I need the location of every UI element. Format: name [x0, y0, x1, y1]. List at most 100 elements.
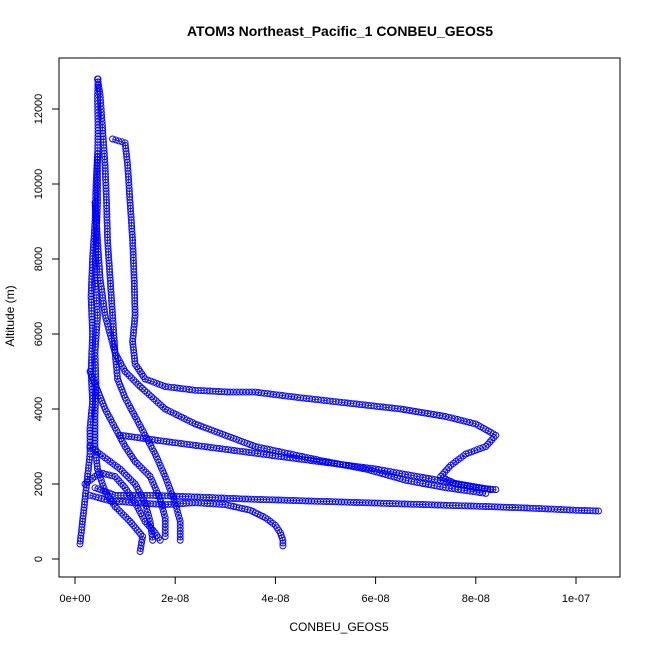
data-point: [128, 374, 135, 382]
x-axis-label: CONBEU_GEOS5: [289, 620, 389, 634]
data-point: [125, 372, 133, 380]
y-tick-label: 0: [33, 556, 45, 562]
data-point: [492, 486, 500, 494]
data-point: [476, 445, 484, 453]
data-point: [156, 495, 164, 503]
series-markers: [76, 150, 101, 548]
x-axis: 0e+00 2e-08 4e-08 6e-08 8e-08 1e-07: [60, 576, 590, 605]
data-point: [123, 370, 131, 378]
data-point: [116, 465, 124, 473]
data-point: [279, 542, 287, 550]
y-tick-label: 2000: [33, 472, 45, 496]
data-point: [111, 473, 119, 480]
data-point: [165, 481, 172, 489]
data-point: [159, 403, 167, 411]
data-point: [130, 376, 138, 384]
data-point: [174, 508, 182, 516]
data-point: [592, 507, 600, 515]
data-point: [109, 135, 117, 143]
y-tick-label: 10000: [33, 169, 45, 200]
series-markers: [94, 75, 184, 544]
data-point: [158, 501, 166, 509]
data-point: [113, 505, 121, 513]
data-point: [138, 464, 146, 472]
data-point: [143, 389, 151, 397]
data-point: [127, 476, 135, 484]
data-point: [157, 498, 165, 506]
y-axis-label: Altitude (m): [3, 285, 17, 346]
data-point: [479, 444, 487, 452]
x-tick-label: 2e-08: [161, 593, 189, 605]
data-point: [138, 536, 146, 543]
data-point: [166, 484, 174, 492]
data-point: [145, 511, 152, 519]
data-point: [115, 507, 123, 515]
data-point: [486, 438, 494, 446]
data-point: [118, 509, 125, 517]
series-line: [94, 202, 486, 494]
y-tick-label: 6000: [33, 322, 45, 346]
data-point: [125, 474, 133, 482]
data-point: [148, 393, 155, 401]
data-point: [124, 515, 132, 523]
series-line: [112, 138, 497, 491]
y-tick-label: 8000: [33, 247, 45, 271]
data-point: [595, 507, 602, 515]
data-point: [137, 530, 145, 538]
data-point: [479, 489, 487, 497]
data-point: [161, 473, 169, 480]
data-point: [135, 528, 143, 536]
data-point: [148, 533, 156, 541]
data-point: [93, 153, 101, 161]
data-point: [118, 138, 126, 146]
data-point: [128, 520, 136, 528]
data-point: [157, 401, 165, 409]
data-point: [487, 486, 495, 494]
data-point: [133, 526, 141, 534]
data-point: [145, 514, 153, 522]
data-point: [150, 395, 158, 403]
data-point: [136, 383, 144, 390]
data-point: [120, 511, 128, 519]
data-point: [132, 524, 139, 532]
data-point: [108, 472, 116, 480]
data-point: [162, 475, 170, 483]
data-point: [443, 466, 451, 474]
data-point: [94, 485, 102, 493]
data-point: [100, 487, 108, 495]
series-markers: [86, 368, 169, 540]
data-point: [112, 136, 120, 144]
x-tick-label: 0e+00: [60, 593, 91, 605]
series-line: [97, 78, 181, 541]
data-point: [129, 478, 137, 486]
data-point: [488, 436, 496, 444]
series-markers: [86, 491, 287, 550]
data-point: [154, 399, 162, 407]
data-point: [123, 471, 130, 479]
data-point: [113, 475, 121, 483]
data-point: [159, 504, 167, 512]
data-point: [134, 380, 142, 388]
data-point: [94, 150, 101, 158]
data-point: [103, 488, 110, 496]
data-point: [141, 375, 149, 383]
data-point: [144, 470, 152, 478]
series-markers: [86, 443, 157, 544]
data-point: [115, 477, 123, 485]
data-point: [144, 508, 152, 516]
data-point: [445, 464, 453, 471]
data-point: [492, 431, 500, 439]
x-tick-label: 8e-08: [462, 593, 490, 605]
data-point: [142, 502, 150, 510]
data-point: [175, 511, 182, 519]
series-markers: [109, 135, 500, 494]
data-point: [119, 482, 127, 489]
data-point: [135, 462, 143, 470]
data-point: [176, 533, 184, 541]
data-point: [141, 387, 149, 395]
data-point: [141, 499, 149, 507]
data-point: [160, 508, 167, 515]
series-markers: [116, 431, 495, 494]
data-point: [140, 466, 148, 474]
data-point: [131, 458, 139, 465]
